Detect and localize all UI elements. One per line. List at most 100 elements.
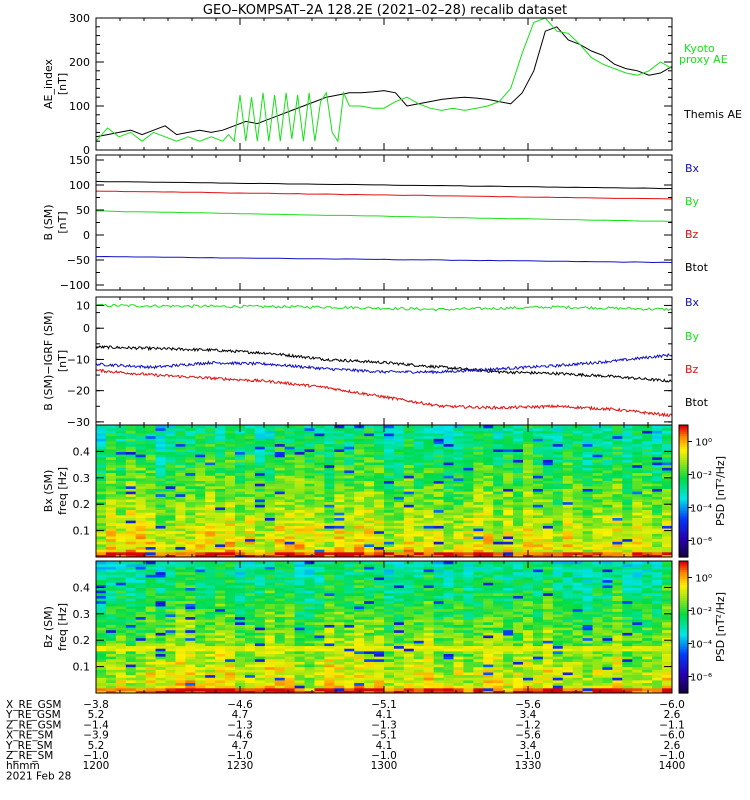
y-axis-label: Bx (SM): [42, 470, 55, 513]
y-axis-unit-label: [nT]: [56, 73, 69, 95]
y-tick-label: 0.3: [73, 608, 91, 621]
ephemeris-value: 4.1: [376, 740, 393, 752]
series-line-kyoto-proxy-ae: [96, 18, 672, 143]
y-axis-unit-label: [nT]: [56, 211, 69, 233]
y-tick-label: −20: [67, 385, 90, 398]
ephemeris-value: 1230: [227, 760, 254, 772]
ephemeris-value: −5.1: [371, 730, 397, 742]
plot-title: GEO–KOMPSAT–2A 128.2E (2021–02–28) recal…: [203, 3, 567, 18]
colorbar-label: PSD [nT²/Hz]: [714, 456, 727, 526]
spectrogram: [96, 425, 672, 557]
colorbar-tick-label: 10⁻²: [690, 607, 712, 618]
colorbar-tick-label: 10⁻²: [690, 471, 712, 482]
series-line-themis-ae: [96, 26, 672, 138]
colorbar-tick-label: 10⁻⁴: [690, 504, 712, 515]
y-tick-label: 0.2: [73, 498, 91, 511]
legend-btot: Btot: [685, 261, 709, 274]
legend-bx: Bx: [685, 162, 700, 175]
legend: Bx By Bz Btot: [685, 162, 709, 274]
y-tick-label: 0.4: [73, 445, 91, 458]
y-tick-label: 200: [69, 56, 90, 69]
ephemeris-value: −6.0: [659, 730, 685, 742]
ephemeris-value: −1.0: [659, 750, 685, 762]
y-tick-label: −100: [60, 279, 90, 292]
ephemeris-value: −4.6: [227, 699, 253, 711]
y-tick-label: 100: [69, 100, 90, 113]
ephemeris-value: −4.6: [227, 730, 253, 742]
ephemeris-value: 5.2: [88, 709, 105, 721]
y-tick-label: 150: [69, 154, 90, 167]
colorbar-tick-label: 10⁰: [695, 438, 712, 449]
series-group: [96, 180, 672, 264]
panel-frame: [95, 17, 673, 151]
ephemeris-label: X_RE_SM: [6, 730, 53, 742]
y-tick-label: 0.4: [73, 581, 91, 594]
ephemeris-value: −6.0: [659, 699, 685, 711]
y-tick-label: −30: [67, 416, 90, 429]
series-line-bx: [96, 352, 672, 375]
ephemeris-value: −3.8: [83, 699, 109, 711]
ephemeris-value: −5.6: [515, 699, 541, 711]
y-tick-label: −10: [67, 353, 90, 366]
ephemeris-value: −1.1: [659, 719, 685, 731]
panel-frame: [95, 154, 673, 291]
ephemeris-value: 3.4: [520, 709, 537, 721]
ephemeris-value: 2.6: [664, 709, 681, 721]
ephemeris-value: −1.4: [83, 719, 109, 731]
panel-3: Bx By Bz Btot 0 −10 −20 −30 10 B (SM)−IGRF (SM) [n…: [42, 296, 709, 429]
colorbar-tick-label: 10⁻⁴: [690, 640, 712, 651]
y-axis-unit-label: [nT]: [56, 350, 69, 372]
colorbar-label: PSD [nT²/Hz]: [714, 592, 727, 662]
y-tick-label: 0.3: [73, 472, 91, 485]
series-group: [96, 303, 672, 418]
y-axis-unit-label: freq [Hz]: [56, 603, 69, 651]
y-axis-label: B (SM)−IGRF (SM): [42, 311, 55, 411]
colorbar-frame: [678, 424, 689, 558]
colorbar-tick-label: 10⁻⁶: [690, 537, 712, 548]
ephemeris-value: 2.6: [664, 740, 681, 752]
legend-by: By: [685, 330, 700, 343]
ephemeris-value: −1.0: [371, 750, 397, 762]
ephemeris-value: −1.3: [371, 719, 397, 731]
colorbar-frame: [678, 560, 689, 694]
legend-kyoto: proxy AE: [679, 53, 728, 66]
ephemeris-label: Y_RE_GSM: [5, 709, 61, 721]
ephemeris-label: Z_RE_GSM: [6, 719, 61, 731]
y-tick-label: 300: [69, 12, 90, 25]
legend-by: By: [685, 195, 700, 208]
ephemeris-value: 1300: [371, 760, 398, 772]
series-line-by: [96, 303, 672, 312]
ephemeris-value: 1330: [515, 760, 542, 772]
ephemeris-value: 1200: [83, 760, 110, 772]
ephemeris-value: −3.9: [83, 730, 109, 742]
legend-kyoto: Kyoto: [684, 42, 715, 55]
ephemeris-value: −1.0: [515, 750, 541, 762]
legend-bx: Bx: [685, 296, 700, 309]
series-line-by: [96, 210, 672, 222]
y-axis-label: AE_index: [42, 58, 55, 109]
y-axis-unit-label: freq [Hz]: [56, 467, 69, 515]
ephemeris-value: −1.0: [227, 750, 253, 762]
ephemeris-label: Z_RE_SM: [6, 750, 53, 762]
ephemeris-value: 4.1: [376, 709, 393, 721]
y-tick-label: −50: [67, 254, 90, 267]
spectrogram: [96, 561, 672, 693]
ephemeris-value: 4.7: [232, 709, 249, 721]
legend-btot: Btot: [685, 396, 709, 409]
ephemeris-value: 1400: [659, 760, 686, 772]
ephemeris-value: 5.2: [88, 740, 105, 752]
y-tick-label: 10: [76, 299, 90, 312]
ephemeris-value: −1.3: [227, 719, 253, 731]
legend-bz: Bz: [685, 228, 699, 241]
y-tick-label: 0: [83, 322, 90, 335]
legend-bz: Bz: [685, 363, 699, 376]
series-line-bz: [96, 190, 672, 200]
ephemeris-label: Y_RE_SM: [5, 740, 53, 752]
y-tick-label: 50: [76, 204, 90, 217]
series-line-btot: [96, 180, 672, 190]
